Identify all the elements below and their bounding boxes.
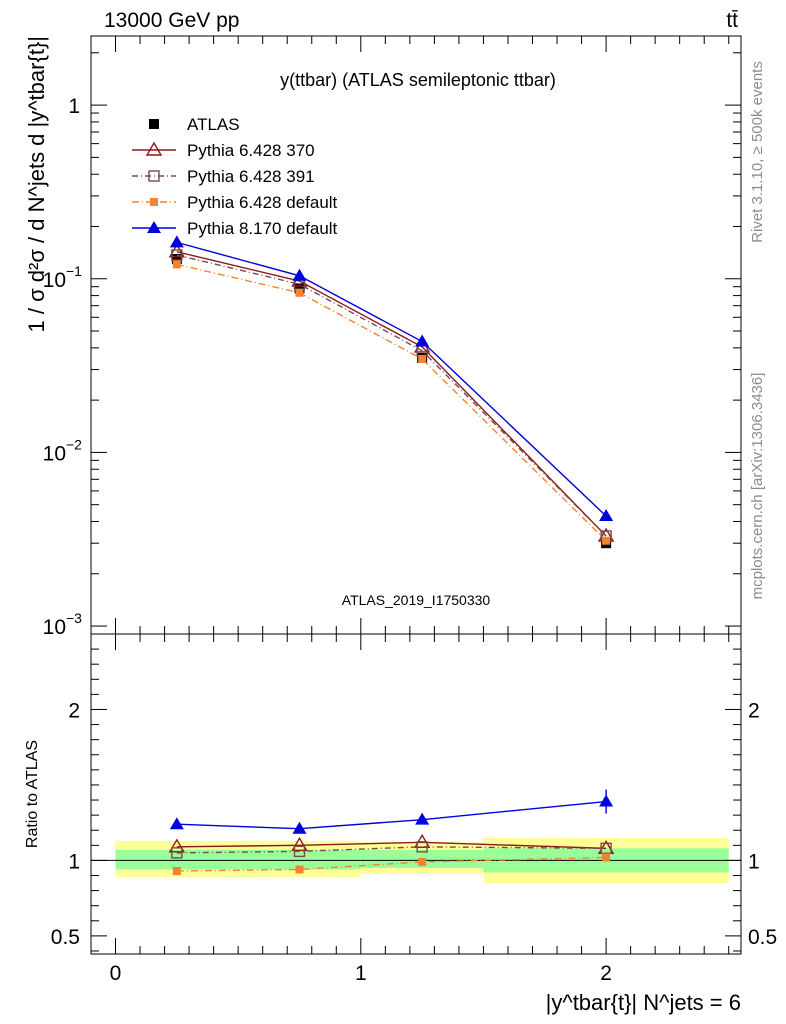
ratio-line-p391 xyxy=(176,846,607,854)
main-y-axis-title: 1 / σ d²σ / d N^jets d |y^tbar{t}| xyxy=(24,36,49,332)
y-tick-exponent: −2 xyxy=(66,436,82,452)
main-point-p8def xyxy=(415,334,430,347)
y-tick-exponent: −3 xyxy=(66,610,82,626)
ratio-point-p370 xyxy=(291,836,308,852)
y-tick-exponent: −1 xyxy=(66,263,82,279)
legend-marker-p391 xyxy=(148,170,160,182)
legend-marker-p8def xyxy=(147,221,161,233)
ratio-line-p370 xyxy=(176,841,607,850)
main-point-p6def xyxy=(172,260,181,269)
ratio-point-p391 xyxy=(293,845,306,858)
main-line-p370 xyxy=(176,251,607,537)
plot-title: y(ttbar) (ATLAS semileptonic ttbar) xyxy=(280,70,556,90)
ratio-point-p8def xyxy=(169,817,184,830)
header-energy-label: 13000 GeV pp xyxy=(104,9,239,32)
x-tick-label: 0 xyxy=(110,962,122,985)
legend: ATLAS Pythia 6.428 370 Pythia 6.428 391 Pyt… xyxy=(132,115,338,238)
main-point-p6def xyxy=(602,536,611,545)
ratio-point-p391 xyxy=(171,847,183,859)
main-point-p6def xyxy=(295,288,304,297)
main-panel: 110 −110 −210 −31 / σ d²σ / d N^jets d |y^t… xyxy=(24,35,742,639)
main-point-p8def xyxy=(292,268,307,281)
ratio-y-tick-label: 0.5 xyxy=(51,926,80,949)
y-tick-label: 1 xyxy=(68,95,80,118)
legend-marker-p6def xyxy=(150,198,158,206)
mcplots-label: mcplots.cern.ch [arXiv:1306.3436] xyxy=(749,373,766,600)
y-tick-label: 10 xyxy=(43,442,66,465)
ratio-point-p6def xyxy=(172,866,181,875)
main-line-p8def xyxy=(176,241,607,517)
y-tick-label: 10 xyxy=(43,269,66,292)
ratio-band-inner xyxy=(115,849,361,870)
ratio-y-tick-label-right: 1 xyxy=(748,850,760,873)
main-point-p8def xyxy=(169,235,184,248)
ratio-point-p391 xyxy=(416,841,428,853)
legend-label-p8def: Pythia 8.170 default xyxy=(187,219,338,238)
main-point-atlas xyxy=(294,283,305,294)
ratio-point-p6def xyxy=(602,853,611,862)
ratio-y-tick-label-right: 2 xyxy=(748,699,760,722)
legend-marker-atlas xyxy=(149,119,159,129)
ratio-y-tick-label: 2 xyxy=(68,699,80,722)
legend-label-p6def: Pythia 6.428 default xyxy=(187,193,338,212)
x-tick-label: 1 xyxy=(355,962,367,985)
ratio-frame xyxy=(90,633,742,955)
header-process-label: tt̄ xyxy=(726,9,738,32)
legend-label-atlas: ATLAS xyxy=(187,115,240,134)
y-tick-label: 10 xyxy=(43,616,66,639)
main-point-p370 xyxy=(168,243,186,258)
ratio-point-p8def xyxy=(292,821,307,834)
main-point-p391 xyxy=(171,249,183,261)
main-point-p6def xyxy=(418,355,427,364)
legend-marker-p370 xyxy=(145,141,163,156)
analysis-watermark: ATLAS_2019_I1750330 xyxy=(342,592,491,608)
legend-label-p370: Pythia 6.428 370 xyxy=(187,141,315,160)
legend-label-p391: Pythia 6.428 391 xyxy=(187,167,315,186)
ratio-point-p8def xyxy=(415,812,430,825)
x-tick-label: 2 xyxy=(600,962,612,985)
rivet-version-label: Rivet 3.1.10, ≥ 500k events xyxy=(749,61,766,243)
ratio-point-p391 xyxy=(600,842,612,855)
ratio-point-p6def xyxy=(418,857,427,866)
main-line-p391 xyxy=(176,254,607,537)
x-axis-title: |y^tbar{t}| N^jets = 6 xyxy=(546,990,741,1015)
ratio-point-p6def xyxy=(295,865,304,874)
ratio-y-axis-title: Ratio to ATLAS xyxy=(24,740,41,848)
ratio-point-p370 xyxy=(168,838,186,853)
main-point-p8def xyxy=(599,509,614,522)
ratio-y-tick-label-right: 0.5 xyxy=(748,926,777,949)
ratio-y-tick-label: 1 xyxy=(68,850,80,873)
main-point-atlas xyxy=(171,253,182,264)
ratio-line-p8def xyxy=(176,800,607,830)
main-line-p6def xyxy=(176,263,607,542)
ratio-line-p6def xyxy=(176,856,607,872)
ratio-panel: 0 1 2 0.5 0.5 1 1 2 2 Ratio to ATLAS |y^tbar{t}| N… xyxy=(24,633,777,1015)
